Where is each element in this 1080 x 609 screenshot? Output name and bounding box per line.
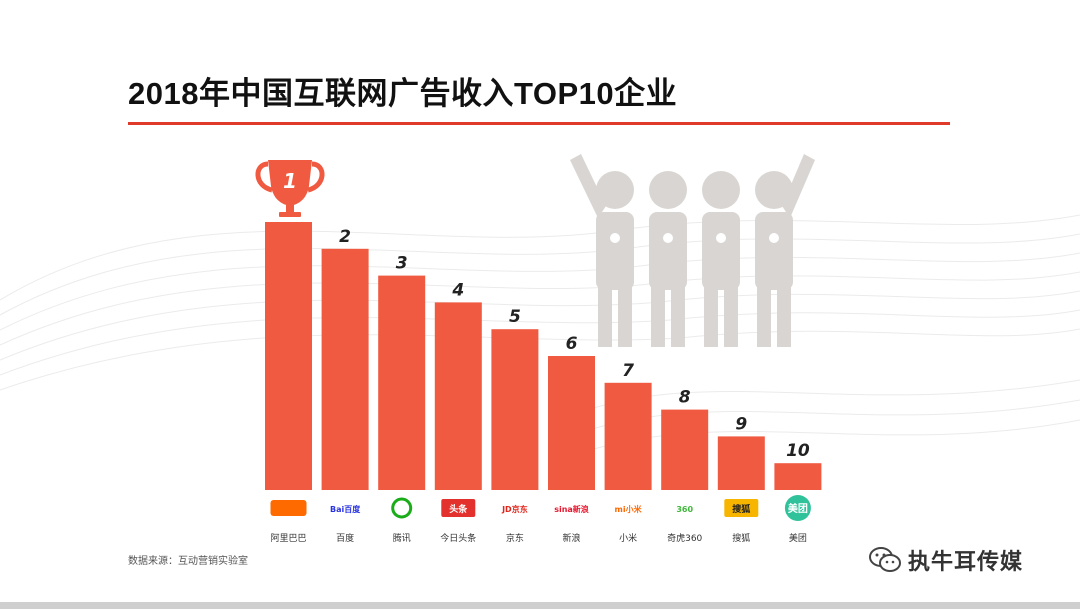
company-logo (270, 500, 307, 516)
title-divider (128, 122, 950, 125)
category-label: 新浪 (562, 532, 580, 544)
company-logo-text: mi小米 (615, 504, 643, 514)
company-logo (724, 499, 759, 517)
bar-2 (321, 248, 369, 490)
logos-group: Bai百度 头条 JD京东 sina新浪 mi小米 360 搜狐 美团 (268, 493, 818, 523)
rank-labels-group: 2 3 4 5 6 7 8 9 10 (339, 227, 810, 461)
category-label: 奇虎360 (667, 532, 702, 544)
category-label: 搜狐 (732, 532, 750, 544)
logo-tile (551, 493, 592, 523)
watermark: 执牛耳传媒 (868, 544, 1023, 576)
category-label: 今日头条 (440, 532, 476, 544)
rank-label: 10 (786, 441, 810, 461)
bar-7 (604, 382, 652, 490)
rank-label: 4 (451, 280, 464, 300)
bar-8 (661, 409, 709, 490)
company-logo (441, 499, 476, 517)
rank-label: 9 (735, 414, 747, 434)
company-logo-text: 360 (676, 505, 693, 514)
source-note: 数据来源：互动营销实验室 (128, 556, 248, 567)
company-logo-text: JD京东 (501, 504, 528, 514)
logo-tile (494, 493, 535, 523)
logo-tile (381, 493, 422, 523)
company-logo-text: 美团 (788, 502, 808, 515)
company-logo-text: Bai百度 (330, 504, 361, 514)
wechat-icon (869, 547, 901, 572)
bar-10 (774, 463, 822, 490)
category-label: 小米 (619, 532, 637, 544)
page-title: 2018年中国互联网广告收入TOP10企业 (128, 76, 678, 111)
company-logo-text: 头条 (449, 503, 468, 515)
watermark-text: 执牛耳传媒 (908, 549, 1024, 574)
bars-group (265, 222, 822, 490)
rank-label: 8 (679, 388, 691, 408)
logo-tile (664, 493, 705, 523)
category-label: 美团 (789, 532, 807, 544)
rank-label: 7 (622, 361, 634, 381)
category-label: 腾讯 (393, 532, 411, 544)
svg-text:1: 1 (283, 169, 297, 193)
bar-6 (548, 356, 595, 490)
category-labels-group: 阿里巴巴 百度 腾讯 今日头条 京东 新浪 小米 奇虎360 搜狐 美团 (270, 532, 806, 544)
trophy-icon: 1 (255, 160, 325, 217)
logo-tile (325, 493, 366, 523)
bar-4 (434, 302, 482, 490)
category-label: 阿里巴巴 (270, 533, 306, 544)
category-label: 京东 (506, 532, 524, 544)
rank-label: 5 (509, 307, 521, 327)
bar-9 (717, 436, 765, 490)
rank-label: 6 (566, 334, 578, 354)
bar-5 (491, 329, 539, 490)
company-logo (391, 497, 413, 519)
bar-1 (265, 222, 312, 490)
celebrating-people-icon (570, 154, 815, 347)
category-label: 百度 (336, 532, 354, 544)
company-logo-text: 搜狐 (732, 503, 750, 515)
logo-tile (608, 493, 649, 523)
rank-label: 2 (339, 227, 351, 247)
bar-3 (378, 275, 426, 490)
background-wave-lines (0, 214, 1080, 461)
company-logo-text: sina新浪 (554, 504, 589, 514)
company-logo (784, 495, 811, 521)
bottom-bar (0, 602, 1080, 609)
rank-label: 3 (396, 254, 408, 274)
